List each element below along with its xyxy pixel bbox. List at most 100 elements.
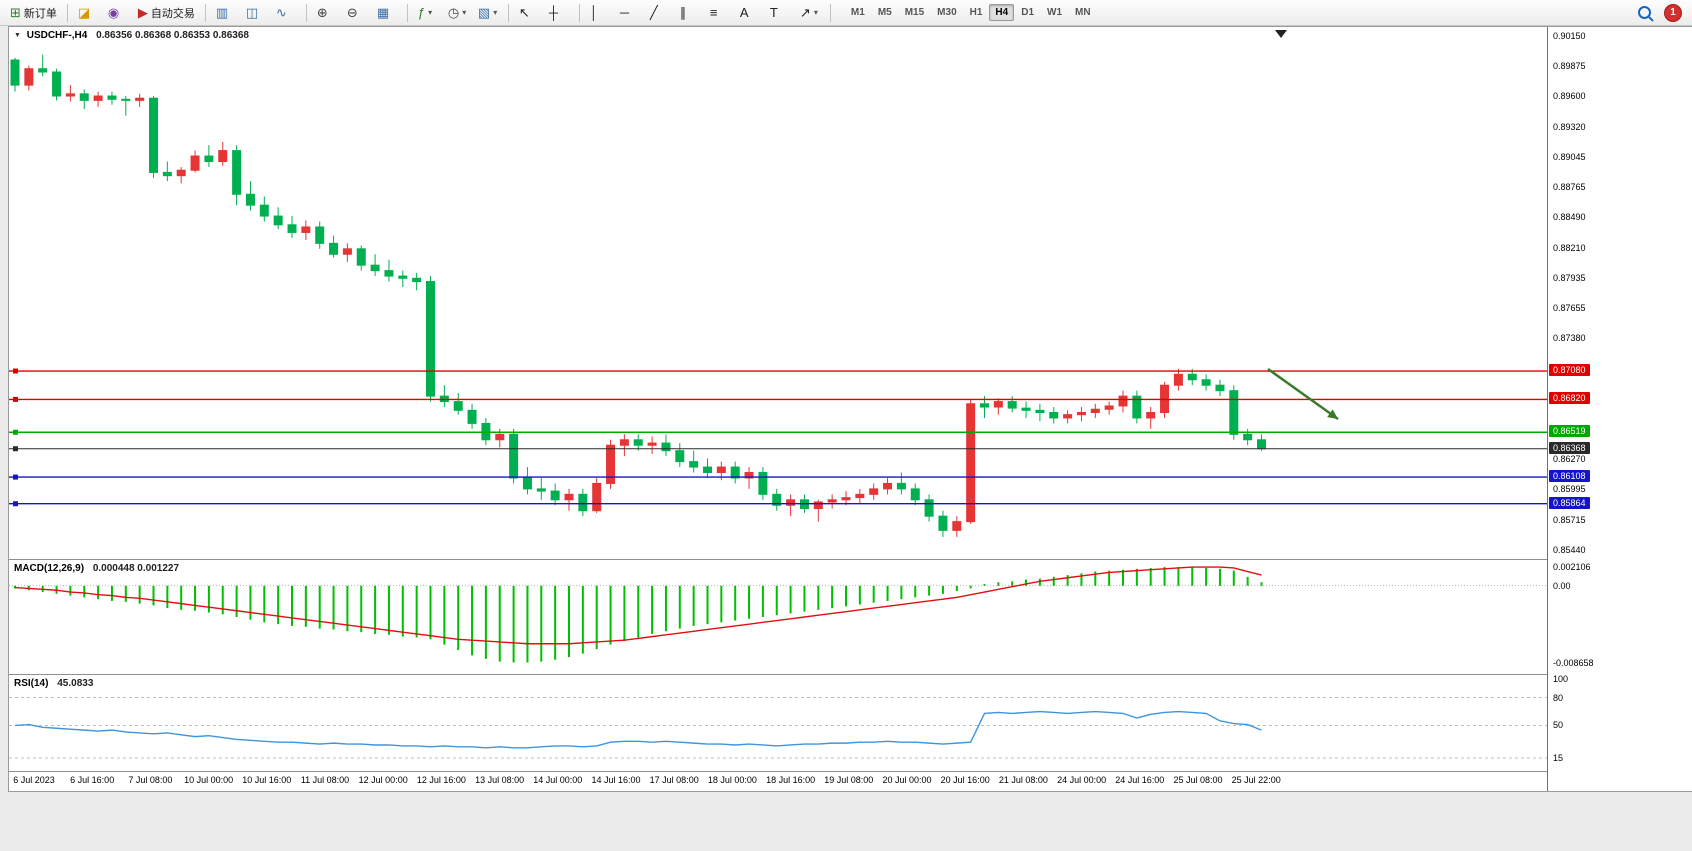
- main-toolbar: ⊞ 新订单 ◪ ◉ ▶ 自动交易 ▥ ◫ ∿ ⊕ ⊖ ▦ ƒ ▾ ◷ ▾ ▧ ▾ ↖ ┼ │ ─ ╱ ∥ ≡ A T ↗ ▾ M1 M5 M…: [0, 0, 1692, 26]
- timeframe-m15[interactable]: M15: [904, 7, 925, 18]
- one-click-trading-toggle[interactable]: ▼: [14, 32, 21, 39]
- label-icon: T: [769, 4, 778, 20]
- pane-divider[interactable]: [9, 559, 1691, 560]
- rsi-value: 45.0833: [57, 678, 94, 689]
- timeframe-h4[interactable]: H4: [989, 4, 1015, 21]
- time-axis-label: 12 Jul 00:00: [358, 775, 408, 785]
- price-tick: 0.85715: [1553, 514, 1586, 525]
- search-button[interactable]: [1630, 2, 1658, 24]
- chevron-down-icon[interactable]: ▾: [462, 8, 467, 17]
- time-axis-label: 6 Jul 2023: [13, 775, 55, 785]
- time-axis-label: 20 Jul 16:00: [940, 775, 990, 785]
- timeframe-m30[interactable]: M30: [937, 7, 957, 18]
- timeframe-bar: M1 M5 M15 M30 H1 H4 D1 W1 MN: [845, 4, 1097, 21]
- crosshair-button[interactable]: ┼: [545, 2, 573, 24]
- template-icon: ▧: [477, 4, 491, 20]
- new-order-button[interactable]: ⊞ 新订单: [6, 2, 61, 24]
- price-tick: 0.89600: [1553, 91, 1586, 102]
- timeframe-mn[interactable]: MN: [1075, 7, 1091, 18]
- toolbar-separator: [406, 3, 408, 22]
- zoom-in-icon: ⊕: [316, 4, 328, 20]
- macd-axis-label: 0.00: [1553, 580, 1571, 591]
- price-tick: 0.89875: [1553, 61, 1586, 71]
- trendline-button[interactable]: ╱: [646, 2, 674, 24]
- time-axis-label: 18 Jul 00:00: [707, 775, 757, 785]
- chevron-down-icon[interactable]: ▾: [428, 8, 433, 17]
- arrow-tools-icon: ↗: [799, 4, 811, 20]
- plot-area[interactable]: 6 Jul 2023 6 Jul 16:00 7 Jul 08:00 10 Jul 0…: [9, 27, 1547, 791]
- channel-button[interactable]: ∥: [676, 2, 704, 24]
- chevron-down-icon[interactable]: ▾: [493, 8, 498, 17]
- candlestick-chart-icon: ◫: [245, 4, 259, 20]
- zoom-out-button[interactable]: ⊖: [343, 2, 371, 24]
- toolbar-separator: [829, 3, 831, 22]
- time-axis-label: 7 Jul 08:00: [128, 775, 173, 785]
- time-axis-label: 17 Jul 08:00: [649, 775, 699, 785]
- text-icon: A: [739, 4, 749, 20]
- new-order-button-label: 新订单: [23, 7, 57, 20]
- tile-windows-icon: ▦: [376, 4, 390, 20]
- timeframe-d1[interactable]: D1: [1021, 7, 1035, 18]
- price-axis[interactable]: 0.90150 0.89875 0.89600 0.89320 0.89045 0.887…: [1547, 27, 1692, 791]
- clock-icon: ◷: [447, 4, 460, 20]
- chart-window-button[interactable]: ◪: [74, 2, 102, 24]
- cursor-icon: ↖: [518, 4, 530, 20]
- line-chart-button[interactable]: ∿: [272, 2, 300, 24]
- macd-pane[interactable]: [9, 560, 1547, 674]
- sound-button[interactable]: ◉: [104, 2, 132, 24]
- rsi-axis-label: 50: [1553, 720, 1564, 731]
- price-chart[interactable]: [9, 27, 1547, 559]
- time-axis-label: 11 Jul 08:00: [300, 775, 350, 785]
- time-axis-label: 25 Jul 08:00: [1173, 775, 1223, 785]
- indicators-button[interactable]: ƒ ▾: [414, 2, 442, 24]
- zoom-in-button[interactable]: ⊕: [313, 2, 341, 24]
- tile-windows-button[interactable]: ▦: [373, 2, 401, 24]
- rsi-axis-label: 15: [1553, 753, 1564, 763]
- sound-icon: ◉: [107, 4, 120, 20]
- indicators-icon: ƒ: [417, 4, 426, 20]
- trendline-icon: ╱: [649, 4, 658, 20]
- pane-divider[interactable]: [9, 771, 1691, 772]
- pane-divider[interactable]: [9, 674, 1691, 675]
- macd-indicator-name: MACD(12,26,9): [14, 563, 85, 574]
- time-axis-label: 20 Jul 00:00: [882, 775, 932, 785]
- rsi-pane[interactable]: [9, 675, 1547, 771]
- time-axis-label: 13 Jul 08:00: [475, 775, 525, 785]
- timeframe-m5[interactable]: M5: [877, 7, 892, 18]
- chart-ohlc-values: 0.86356 0.86368 0.86353 0.86368: [96, 30, 249, 41]
- macd-axis-label: 0.002106: [1553, 562, 1591, 572]
- notification-badge[interactable]: 1: [1664, 3, 1682, 22]
- templates-button[interactable]: ▧ ▾: [474, 2, 502, 24]
- line-chart-icon: ∿: [275, 4, 287, 20]
- macd-title: MACD(12,26,9) 0.000448 0.001227: [14, 563, 179, 574]
- timeframe-m1[interactable]: M1: [850, 7, 865, 18]
- auto-trading-icon: ▶: [137, 4, 148, 20]
- text-button[interactable]: A: [736, 2, 764, 24]
- chevron-down-icon[interactable]: ▾: [813, 8, 818, 17]
- price-tick: 0.88210: [1553, 242, 1586, 253]
- timeframe-h1[interactable]: H1: [969, 7, 983, 18]
- vertical-line-button[interactable]: │: [586, 2, 614, 24]
- cursor-button[interactable]: ↖: [515, 2, 543, 24]
- chart-window-icon: ◪: [77, 4, 91, 20]
- arrows-button[interactable]: ↗ ▾: [796, 2, 824, 24]
- new-order-icon: ⊞: [10, 4, 21, 20]
- candlestick-chart-button[interactable]: ◫: [242, 2, 270, 24]
- price-tick: 0.88765: [1553, 182, 1586, 193]
- time-axis-label: 21 Jul 08:00: [998, 775, 1048, 785]
- toolbar-separator: [204, 3, 206, 22]
- label-button[interactable]: T: [766, 2, 794, 24]
- fibonacci-button[interactable]: ≡: [706, 2, 734, 24]
- zoom-out-icon: ⊖: [346, 4, 358, 20]
- horizontal-line-button[interactable]: ─: [616, 2, 644, 24]
- timeframe-w1[interactable]: W1: [1047, 7, 1063, 18]
- bar-chart-button[interactable]: ▥: [212, 2, 240, 24]
- time-axis-label: 24 Jul 00:00: [1057, 775, 1107, 785]
- price-tick: 0.87380: [1553, 333, 1586, 344]
- time-axis[interactable]: 6 Jul 2023 6 Jul 16:00 7 Jul 08:00 10 Jul 0…: [9, 773, 1547, 791]
- macd-axis-label: -0.008658: [1553, 658, 1594, 668]
- period-button[interactable]: ◷ ▾: [444, 2, 472, 24]
- auto-trading-button[interactable]: ▶ 自动交易: [134, 2, 199, 24]
- level-price-badge: 0.86519: [1549, 425, 1590, 438]
- time-axis-label: 18 Jul 16:00: [766, 775, 816, 785]
